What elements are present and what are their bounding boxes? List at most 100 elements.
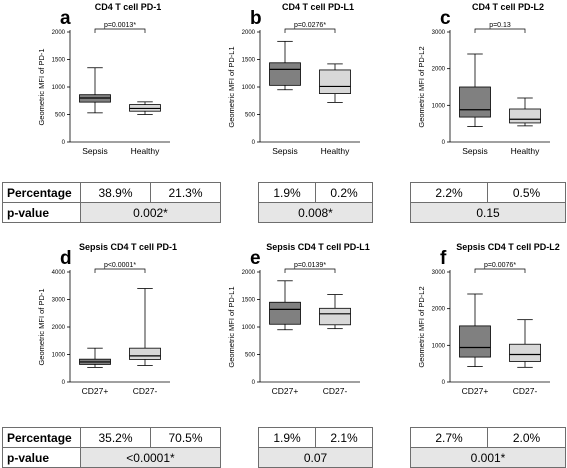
y-tick-label: 1000 [52,85,66,91]
pvalue-row: p-value 0.002* 0.008* 0.15 [2,202,566,223]
panel-title: Sepsis CD4 T cell PD-1 [79,242,177,252]
pvalue-cell: 0.008* [258,202,373,223]
y-tick-label: 2000 [242,30,256,36]
y-tick-label: 4000 [52,270,66,276]
percentage-row: Percentage 35.2% 70.5% 1.9% 2.1% 2.7% 2.… [2,427,566,448]
significance-pvalue: p=0.0013* [104,22,136,29]
percentage-value: 1.9% [258,182,316,203]
panel-f: f Sepsis CD4 T cell PD-L2 0 1000 2000 3000 Geo… [380,240,565,410]
stats-table-bottom: Percentage 35.2% 70.5% 1.9% 2.1% 2.7% 2.… [2,427,566,468]
y-tick-label: 0 [252,140,256,146]
percentage-value: 2.0% [487,427,566,448]
significance-bracket [474,28,526,33]
box-iqr [319,307,351,326]
percentage-value: 2.7% [410,427,488,448]
significance-pvalue: p=0.0139* [294,262,326,269]
box-iqr [509,343,541,362]
panel-letter: b [250,8,262,29]
table-gap [373,183,411,203]
table-gap [373,448,411,468]
percentage-value: 21.3% [150,182,221,203]
panel-letter: e [250,248,261,269]
pvalue-cell: 0.002* [80,202,221,223]
y-tick-label: 1500 [242,298,256,304]
panel-title: CD4 T cell PD-1 [95,2,162,12]
x-category-label: CD27+ [82,386,109,396]
pvalue-cell: 0.07 [258,447,373,468]
y-tick-label: 1000 [242,325,256,331]
y-tick-label: 2000 [242,270,256,276]
y-tick-label: 500 [55,113,66,119]
panel-letter: a [60,8,71,29]
significance-bracket [474,268,526,273]
y-tick-label: 3000 [52,298,66,304]
x-category-label: Healthy [131,146,161,156]
chart-f: f Sepsis CD4 T cell PD-L2 0 1000 2000 3000 Geo… [417,242,560,396]
x-category-label: Healthy [321,146,351,156]
y-tick-label: 3000 [432,30,446,36]
significance-pvalue: p<0.0001* [104,262,136,269]
percentage-value: 38.9% [80,182,151,203]
pvalue-label: p-value [2,447,81,468]
x-category-label: Sepsis [272,146,298,156]
significance-pvalue: p=0.0276* [294,22,326,29]
stats-table-top: Percentage 38.9% 21.3% 1.9% 0.2% 2.2% 0.… [2,182,566,223]
x-category-label: Sepsis [82,146,108,156]
y-tick-label: 1500 [52,58,66,64]
percentage-label: Percentage [2,427,81,448]
y-tick-label: 0 [252,380,256,386]
box-iqr [509,108,541,124]
y-tick-label: 1000 [432,103,446,109]
percentage-value: 2.1% [315,427,373,448]
box-iqr [269,62,301,86]
y-tick-label: 1500 [242,58,256,64]
y-tick-label: 0 [62,140,66,146]
table-gap [221,448,259,468]
y-axis-label: Geometric MFI of PD-1 [37,288,46,365]
y-axis-label: Geometric MFI of PD-L1 [227,286,236,367]
panel-title: Sepsis CD4 T cell PD-L1 [266,242,370,252]
box-iqr [269,301,301,325]
box-iqr [319,69,351,94]
x-category-label: Healthy [511,146,541,156]
chart-d: d Sepsis CD4 T cell PD-1 0 1000 2000 3000 4000… [37,242,177,396]
table-gap [373,428,411,448]
percentage-row: Percentage 38.9% 21.3% 1.9% 0.2% 2.2% 0.… [2,182,566,203]
significance-bracket [94,28,146,33]
y-axis-label: Geometric MFI of PD-L2 [417,46,426,127]
pvalue-cell: <0.0001* [80,447,221,468]
significance-pvalue: p=0.13 [489,22,511,29]
table-gap [373,203,411,223]
y-tick-label: 2000 [52,30,66,36]
box-iqr [459,86,491,118]
y-axis-label: Geometric MFI of PD-1 [37,48,46,125]
pvalue-cell: 0.15 [410,202,566,223]
x-category-label: CD27+ [462,386,489,396]
y-tick-label: 1000 [52,353,66,359]
percentage-value: 0.5% [487,182,566,203]
y-tick-label: 2000 [432,67,446,73]
y-axis-label: Geometric MFI of PD-L2 [417,286,426,367]
panel-letter: c [440,8,451,29]
panel-b: b CD4 T cell PD-L1 0 500 1000 1500 2000 Geometr… [190,0,375,170]
chart-a: a CD4 T cell PD-1 0 500 1000 1500 2000 Geometri… [37,2,170,156]
panel-letter: f [440,248,447,269]
significance-bracket [94,268,146,273]
y-tick-label: 0 [442,380,446,386]
x-category-label: CD27+ [272,386,299,396]
table-gap [221,428,259,448]
panel-d: d Sepsis CD4 T cell PD-1 0 1000 2000 3000 4000… [0,240,185,410]
percentage-value: 2.2% [410,182,488,203]
chart-c: c CD4 T cell PD-L2 0 1000 2000 3000 Geometric … [417,2,550,156]
y-tick-label: 3000 [432,270,446,276]
box-iqr [459,325,491,358]
x-category-label: CD27- [513,386,538,396]
y-tick-label: 1000 [242,85,256,91]
pvalue-row: p-value <0.0001* 0.07 0.001* [2,447,566,468]
chart-b: b CD4 T cell PD-L1 0 500 1000 1500 2000 Geometr… [227,2,360,156]
percentage-value: 35.2% [80,427,151,448]
panel-letter: d [60,248,72,269]
y-tick-label: 500 [245,113,256,119]
panel-c: c CD4 T cell PD-L2 0 1000 2000 3000 Geometric … [380,0,565,170]
box-iqr [129,347,161,360]
